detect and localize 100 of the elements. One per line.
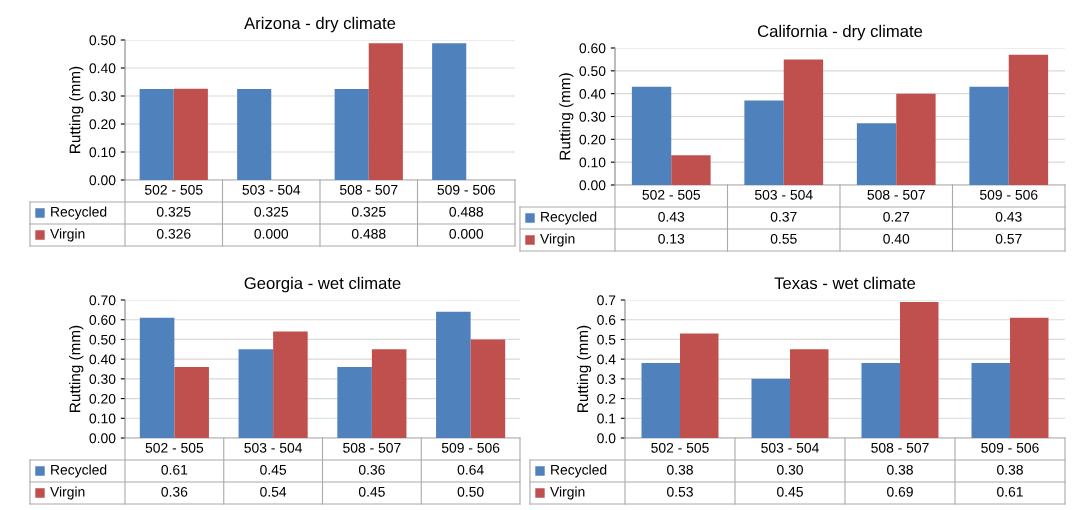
- bar: [173, 88, 208, 180]
- data-label: 0.325: [351, 206, 386, 217]
- data-label: 0.326: [156, 228, 191, 239]
- data-label: 0.54: [260, 486, 287, 497]
- bar: [238, 349, 274, 438]
- x-tick-label: 502 - 505: [145, 442, 204, 453]
- data-label: 0.57: [995, 233, 1022, 244]
- x-tick-label: 509 - 506: [441, 442, 500, 453]
- y-tick-label: 0.70: [89, 295, 116, 306]
- data-label: 0.64: [457, 464, 484, 475]
- y-tick-label: 0.50: [579, 66, 606, 76]
- bar: [751, 378, 790, 438]
- legend-label: Recycled: [51, 464, 107, 478]
- x-tick-label: 503 - 504: [244, 442, 303, 453]
- data-label: 0.30: [777, 464, 803, 475]
- x-tick-label: 508 - 507: [871, 442, 929, 453]
- y-tick-label: 0.7: [597, 295, 616, 306]
- bar: [680, 333, 719, 438]
- bar: [744, 100, 784, 185]
- data-label: 0.325: [254, 206, 289, 217]
- bar: [631, 86, 672, 185]
- y-tick-label: 0.40: [89, 354, 116, 365]
- data-label: 0.45: [358, 486, 385, 497]
- legend-label: Recycled: [51, 206, 107, 220]
- y-axis-title: Rutting (mm): [69, 66, 84, 153]
- bar: [139, 89, 174, 180]
- bar: [671, 155, 711, 185]
- data-label: 0.36: [358, 464, 385, 475]
- chart-title: California - dry climate: [757, 24, 923, 41]
- data-label: 0.61: [997, 486, 1023, 497]
- y-tick-label: 0.2: [597, 393, 616, 404]
- legend-label: Recycled: [541, 211, 597, 225]
- legend-label: Virgin: [550, 486, 585, 500]
- data-label: 0.37: [770, 211, 797, 222]
- x-tick-label: 503 - 504: [242, 184, 301, 195]
- x-tick-label: 502 - 505: [642, 189, 701, 200]
- x-tick-label: 502 - 505: [651, 442, 709, 453]
- y-tick-label: 0.20: [89, 119, 116, 130]
- data-label: 0.325: [156, 206, 191, 217]
- data-label: 0.43: [995, 211, 1022, 222]
- legend-label: Recycled: [551, 464, 607, 478]
- y-tick-label: 0.30: [89, 91, 116, 102]
- data-label: 0.38: [667, 464, 693, 475]
- x-tick-label: 503 - 504: [761, 442, 819, 453]
- chart-title: Arizona - dry climate: [244, 16, 396, 33]
- data-label: 0.38: [997, 464, 1023, 475]
- y-tick-label: 0.6: [597, 315, 616, 325]
- x-tick-label: 503 - 504: [754, 189, 813, 200]
- bar: [174, 367, 209, 438]
- y-tick-label: 0.60: [89, 315, 116, 325]
- x-tick-label: 509 - 506: [979, 189, 1038, 200]
- chart-title: Texas - wet climate: [774, 276, 916, 290]
- data-label: 0.000: [254, 228, 289, 239]
- data-label: 0.55: [770, 233, 797, 244]
- bar: [641, 363, 680, 438]
- bar: [139, 317, 175, 438]
- x-tick-label: 509 - 506: [437, 184, 495, 195]
- data-label: 0.40: [883, 233, 910, 244]
- y-tick-label: 0.00: [89, 175, 116, 186]
- bar: [856, 123, 897, 185]
- bar: [783, 59, 824, 185]
- y-tick-label: 0.00: [89, 433, 116, 444]
- y-tick-label: 0.30: [89, 374, 116, 385]
- y-tick-label: 0.0: [597, 433, 616, 444]
- x-tick-label: 508 - 507: [339, 184, 398, 195]
- y-tick-label: 0.10: [579, 157, 606, 168]
- bar: [861, 363, 900, 438]
- y-tick-label: 0.40: [89, 63, 116, 74]
- bar: [790, 349, 829, 438]
- y-tick-label: 0.60: [579, 43, 606, 54]
- y-tick-label: 0.30: [579, 111, 606, 122]
- y-tick-label: 0.5: [597, 334, 616, 345]
- data-label: 0.69: [887, 486, 913, 497]
- data-label: 0.53: [667, 486, 693, 497]
- bar: [896, 93, 936, 185]
- x-tick-label: 508 - 507: [343, 442, 401, 453]
- y-tick-label: 0.00: [579, 180, 606, 191]
- bar: [1010, 317, 1049, 438]
- x-tick-label: 508 - 507: [867, 189, 925, 200]
- x-tick-label: 502 - 505: [144, 184, 203, 195]
- data-label: 0.45: [777, 486, 803, 497]
- data-label: 0.36: [161, 486, 188, 497]
- bar: [334, 89, 369, 180]
- data-label: 0.50: [457, 486, 484, 497]
- y-tick-label: 0.20: [89, 393, 116, 404]
- chart-title: Georgia - wet climate: [244, 276, 401, 293]
- y-tick-label: 0.10: [89, 413, 116, 424]
- y-tick-label: 0.1: [597, 413, 616, 424]
- bar: [969, 86, 1009, 185]
- data-label: 0.13: [658, 233, 685, 244]
- y-tick-label: 0.20: [579, 134, 606, 145]
- data-label: 0.43: [658, 211, 685, 222]
- y-axis-title: Rutting (mm): [559, 73, 574, 160]
- bar: [971, 363, 1010, 438]
- bar: [900, 301, 939, 438]
- bar: [432, 43, 467, 180]
- bar: [1008, 54, 1049, 185]
- bar: [237, 89, 272, 180]
- data-label: 0.61: [161, 464, 188, 475]
- y-axis-title: Rutting (mm): [69, 325, 84, 412]
